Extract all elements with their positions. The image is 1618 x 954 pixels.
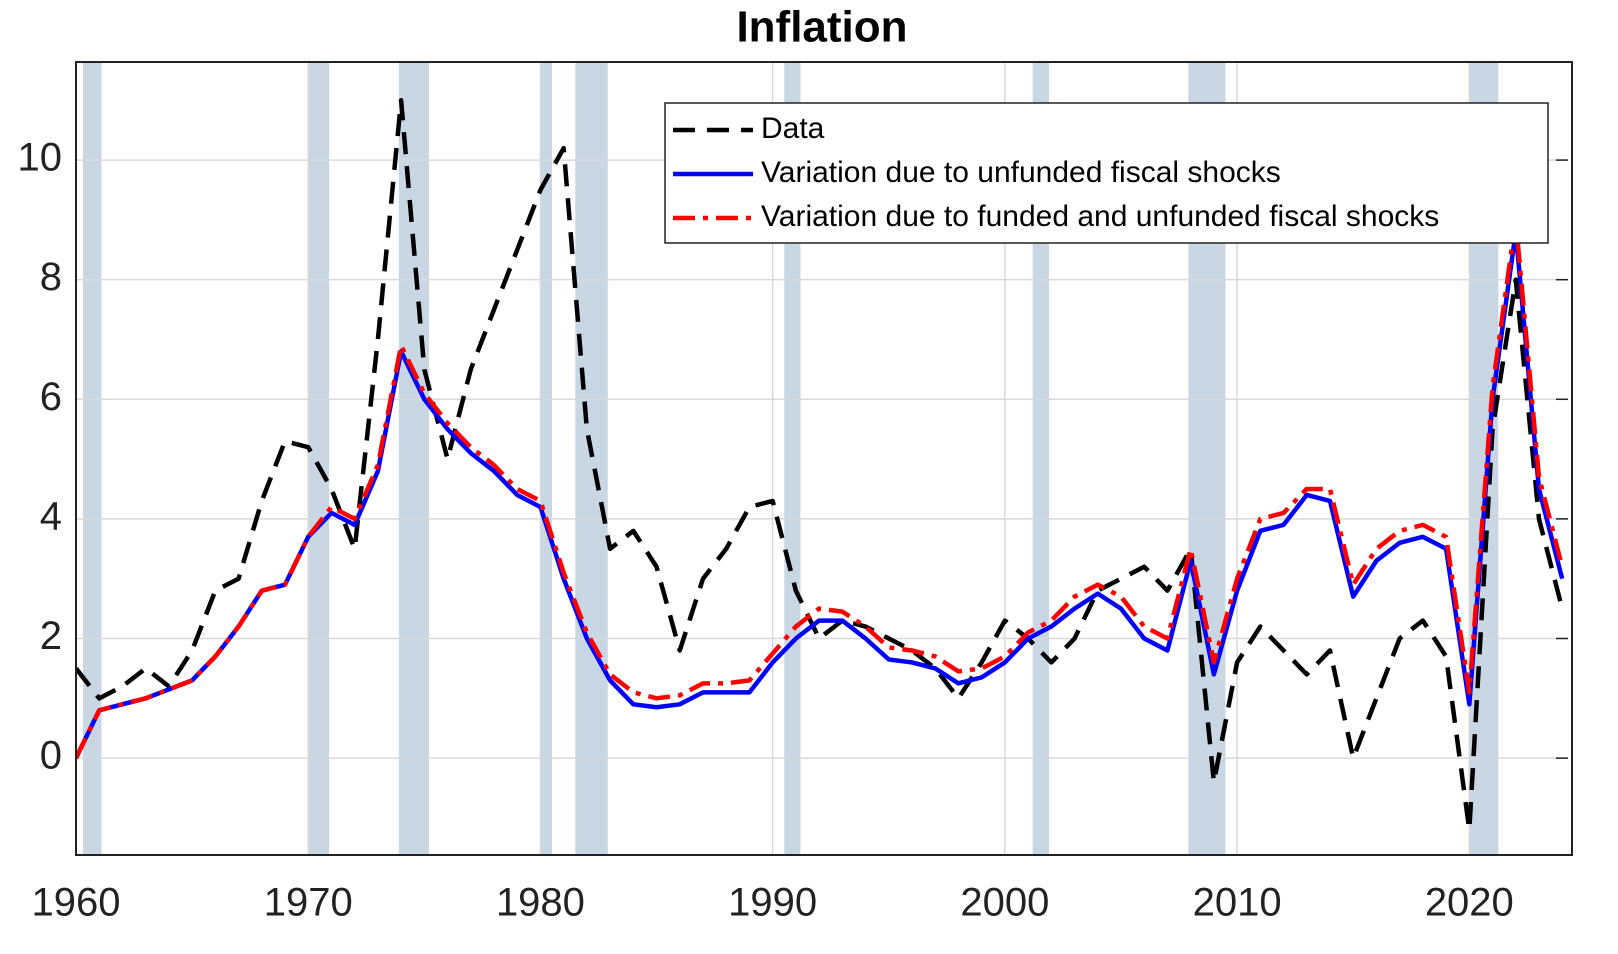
y-tick-label: 10 <box>18 136 63 180</box>
x-tick-label: 2000 <box>960 881 1049 925</box>
legend-label: Data <box>761 112 825 145</box>
y-tick-label: 2 <box>40 614 62 658</box>
plot-frame <box>75 61 1573 856</box>
y-tick-label: 4 <box>40 494 62 538</box>
chart-title: Inflation <box>736 3 907 52</box>
recession-band <box>82 62 102 855</box>
series-line <box>76 98 1565 833</box>
x-tick-label: 1970 <box>264 881 353 925</box>
x-tick-label: 1980 <box>496 881 585 925</box>
recession-band <box>308 62 330 855</box>
x-tick-label: 1960 <box>32 881 121 925</box>
y-tick-label: 0 <box>40 734 62 778</box>
recession-band <box>398 62 429 855</box>
x-tick-label: 1990 <box>728 881 817 925</box>
recession-band <box>784 62 801 855</box>
legend-box <box>664 102 1549 244</box>
y-tick-label: 8 <box>40 255 62 299</box>
legend-label: Variation due to unfunded fiscal shocks <box>761 156 1281 189</box>
legend-label: Variation due to funded and unfunded fis… <box>761 200 1439 233</box>
x-tick-label: 2010 <box>1193 881 1282 925</box>
y-tick-label: 6 <box>40 375 62 419</box>
series-line <box>76 229 1565 760</box>
series-line <box>76 217 1565 760</box>
recession-band <box>540 62 553 855</box>
recession-band <box>575 62 608 855</box>
x-tick-label: 2020 <box>1425 881 1514 925</box>
